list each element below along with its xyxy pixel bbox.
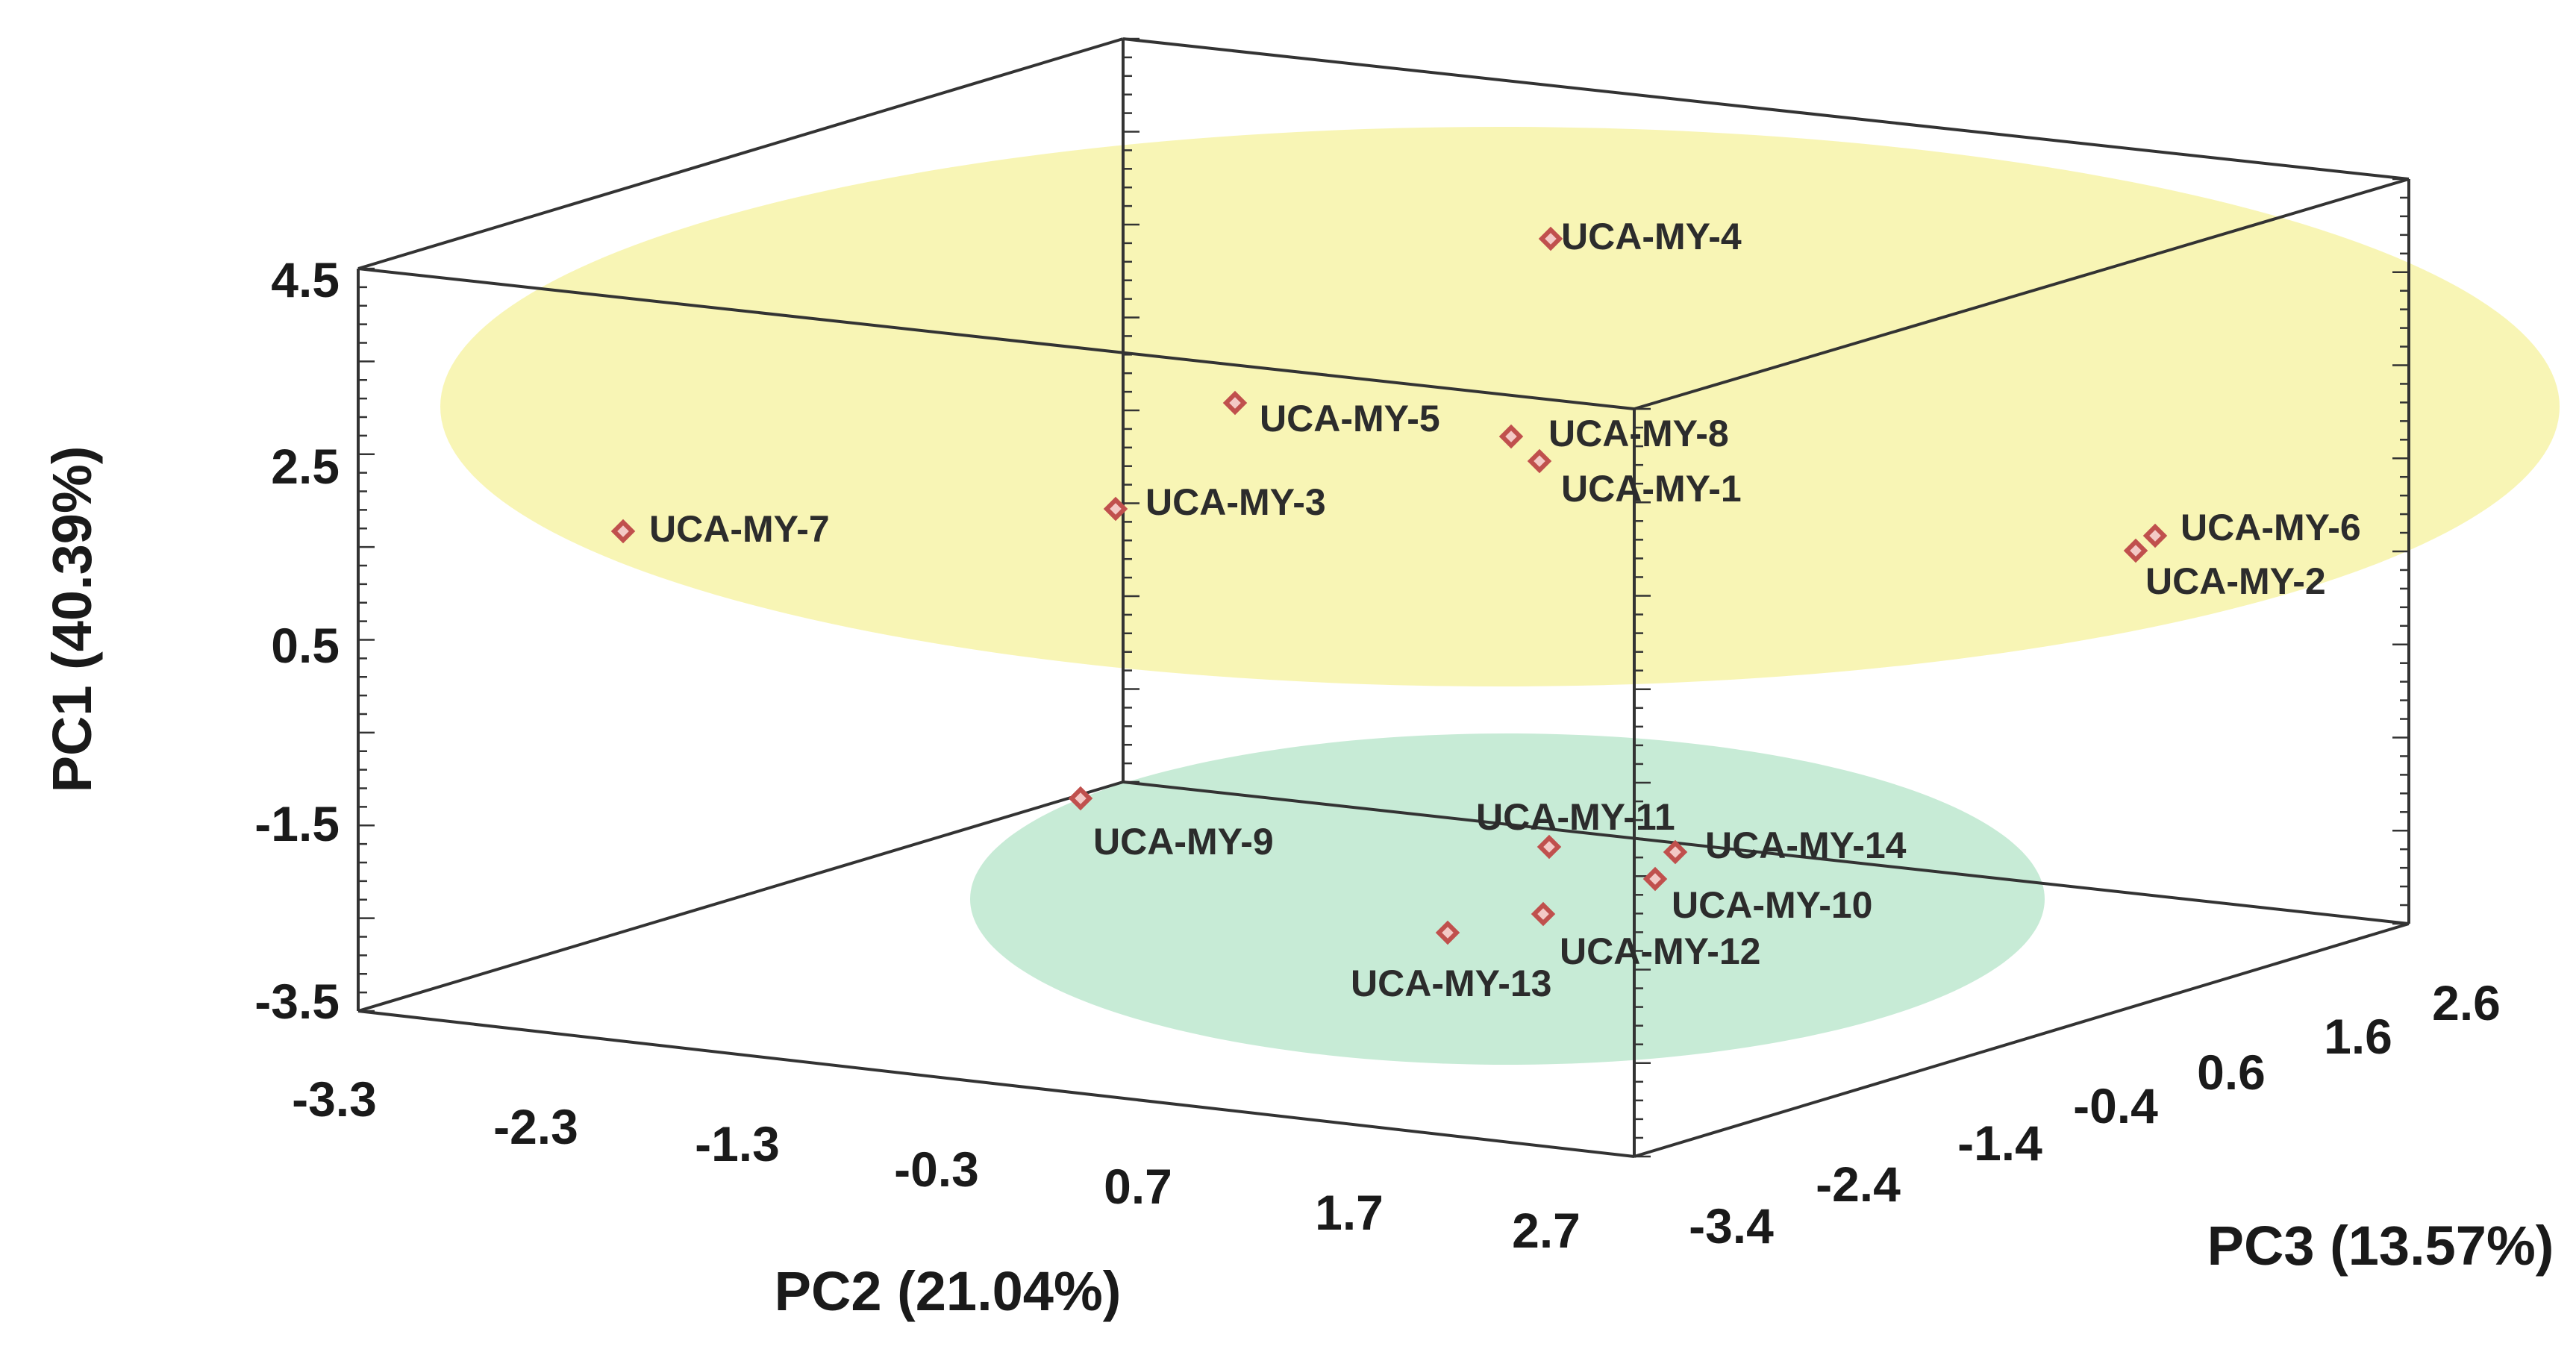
data-point-label: UCA-MY-7 [649,508,830,550]
pc2-tick-label: -0.3 [894,1142,979,1197]
data-point-marker [1068,786,1093,811]
data-point-label: UCA-MY-9 [1093,821,1274,863]
pc1-tick-label: 0.5 [271,618,340,673]
pc2-tick-label: 0.7 [1104,1159,1172,1214]
pc2-tick-label: -2.3 [493,1099,578,1154]
data-point-label: UCA-MY-2 [2145,560,2326,602]
data-point-marker [1435,920,1460,945]
box-edge [1634,922,2410,1158]
box-edge [357,37,1124,270]
pc3-tick-label: -2.4 [1816,1157,1901,1212]
data-points: UCA-MY-4 UCA-MY-5 UCA-MY-8 UCA-MY-1 UCA-MY-3… [610,216,2361,1004]
data-point-label: UCA-MY-12 [1560,930,1760,972]
minor-ticks [358,37,2409,1158]
box-edge [357,1010,1635,1158]
data-point-marker [610,519,636,544]
pc1-tick-label: 4.5 [271,252,340,307]
box-edge [357,267,1635,410]
data-point-label: UCA-MY-6 [2180,507,2361,548]
data-point-label: UCA-MY-1 [1561,468,1742,510]
pc1-tick-labels: 4.5 2.5 0.5 -1.5 -3.5 [254,252,340,1029]
data-point-marker [1222,390,1248,416]
data-point-marker [1536,834,1562,860]
pc2-tick-label: 1.7 [1315,1185,1384,1240]
data-point-marker [2123,538,2148,563]
pc1-axis-title: PC1 (40.39%) [41,446,103,793]
box-edge [1122,780,2410,925]
pc3-tick-label: 1.6 [2324,1009,2392,1064]
pc3-tick-label: -1.4 [1957,1115,2042,1171]
data-point-label: UCA-MY-11 [1476,796,1675,838]
pc2-tick-label: 2.7 [1512,1203,1581,1258]
pc3-axis-title: PC3 (13.57%) [2207,1215,2554,1277]
box-edge [1122,37,2410,181]
data-point-label: UCA-MY-13 [1351,963,1551,1004]
data-point-marker [1527,448,1552,474]
data-point-marker [1531,901,1556,927]
pc2-tick-labels: -3.3 -2.3 -1.3 -0.3 0.7 1.7 2.7 [292,1071,1581,1258]
pc3-tick-label: 0.6 [2197,1045,2266,1100]
data-point-label: UCA-MY-8 [1548,413,1729,454]
data-point-label: UCA-MY-10 [1672,884,1872,926]
pc3-tick-labels: -3.4 -2.4 -1.4 -0.4 0.6 1.6 2.6 [1689,975,2501,1254]
cluster-ellipse-upper [440,127,2560,686]
box-edge [357,780,1124,1013]
data-point-label: UCA-MY-3 [1145,481,1326,523]
pc1-tick-label: -1.5 [254,796,340,851]
pc1-tick-label: -3.5 [254,974,340,1029]
data-point-marker [2142,523,2168,548]
pc2-tick-label: -1.3 [695,1116,780,1171]
bounding-box [357,37,2410,1158]
pc3-tick-label: 2.6 [2432,975,2501,1030]
data-point-marker [1103,496,1128,522]
data-point-label: UCA-MY-4 [1561,216,1742,257]
pc3-tick-label: -0.4 [2073,1078,2158,1133]
data-point-marker [1498,424,1524,449]
box-edge [1634,178,2410,410]
data-point-marker [1663,839,1688,865]
data-point-marker [1642,866,1668,892]
data-point-marker [1538,226,1563,251]
pc1-tick-label: 2.5 [271,439,340,494]
pc2-axis-title: PC2 (21.04%) [775,1260,1122,1322]
data-point-label: UCA-MY-14 [1705,824,1907,866]
pc3-tick-label: -3.4 [1689,1198,1774,1254]
cluster-ellipse-lower [970,733,2045,1065]
data-point-label: UCA-MY-5 [1260,398,1440,439]
pc2-tick-label: -3.3 [292,1071,377,1127]
